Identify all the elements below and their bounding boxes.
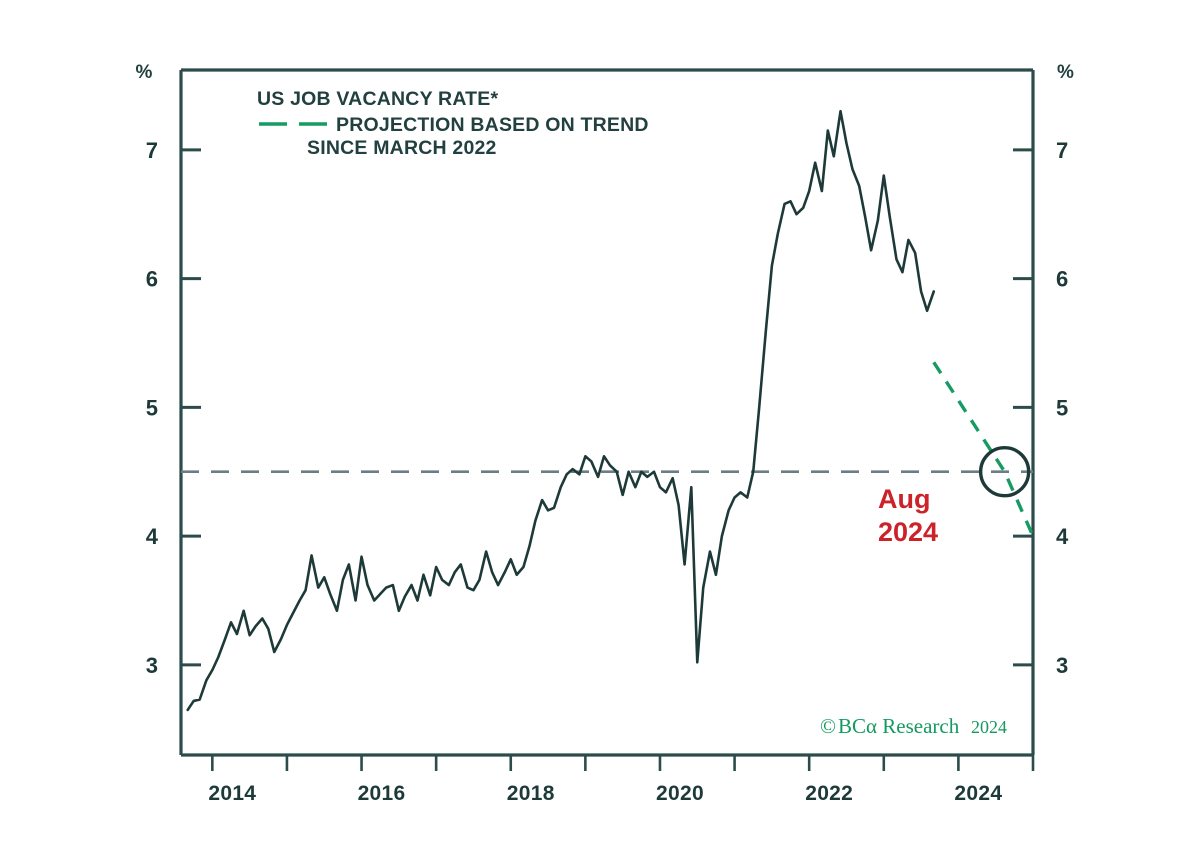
y-tick-label-left-5: 5	[146, 395, 158, 420]
y-tick-label-left-3: 3	[146, 653, 158, 678]
y-axis-right-unit: %	[1057, 62, 1074, 83]
y-axis-right-labels: 3 4 5 6 7	[1056, 138, 1069, 678]
aug-2024-marker-circle	[978, 446, 1031, 498]
y-tick-label-right-5: 5	[1056, 395, 1068, 420]
y-tick-label-right-4: 4	[1056, 524, 1069, 549]
y-tick-label-right-7: 7	[1056, 138, 1068, 163]
x-tick-label-2024: 2024	[954, 782, 1002, 805]
y-tick-label-right-6: 6	[1056, 267, 1068, 292]
y-tick-label-left-7: 7	[146, 138, 158, 163]
y-tick-label-left-4: 4	[146, 524, 159, 549]
plot-axes	[179, 68, 1035, 757]
x-tick-label-2018: 2018	[507, 782, 555, 805]
x-tick-label-2020: 2020	[656, 782, 704, 805]
vacancy-rate-line	[186, 109, 936, 712]
credit-year: 2024	[971, 717, 1007, 737]
legend-projection-label-line2: SINCE MARCH 2022	[307, 137, 497, 159]
x-axis-ticks	[211, 755, 1035, 771]
x-tick-label-2016: 2016	[358, 782, 406, 805]
x-tick-label-2022: 2022	[805, 782, 853, 805]
y-tick-label-left-6: 6	[146, 267, 158, 292]
y-axis-left-ticks	[181, 148, 201, 667]
aug-2024-annotation: Aug 2024	[878, 484, 938, 547]
chart-legend: US JOB VACANCY RATE* PROJECTION BASED ON…	[257, 88, 649, 159]
x-tick-label-2014: 2014	[208, 782, 256, 805]
y-axis-left-unit: %	[136, 62, 153, 83]
x-axis-labels: 2014 2016 2018 2020 2022 2024	[208, 782, 1002, 805]
credit-watermark: © BCα Research 2024	[820, 714, 1007, 738]
annotation-line1: Aug	[878, 484, 930, 514]
credit-brand: BCα Research	[838, 714, 960, 738]
legend-series-label: US JOB VACANCY RATE*	[257, 88, 498, 110]
legend-projection-label-line1: PROJECTION BASED ON TREND	[336, 114, 649, 136]
y-axis-right-ticks	[1013, 148, 1033, 667]
annotation-line2: 2024	[878, 517, 938, 547]
y-tick-label-right-3: 3	[1056, 653, 1068, 678]
y-axis-left-labels: 3 4 5 6 7	[146, 138, 159, 678]
credit-symbol: ©	[820, 714, 836, 738]
projection-line	[932, 361, 1035, 537]
